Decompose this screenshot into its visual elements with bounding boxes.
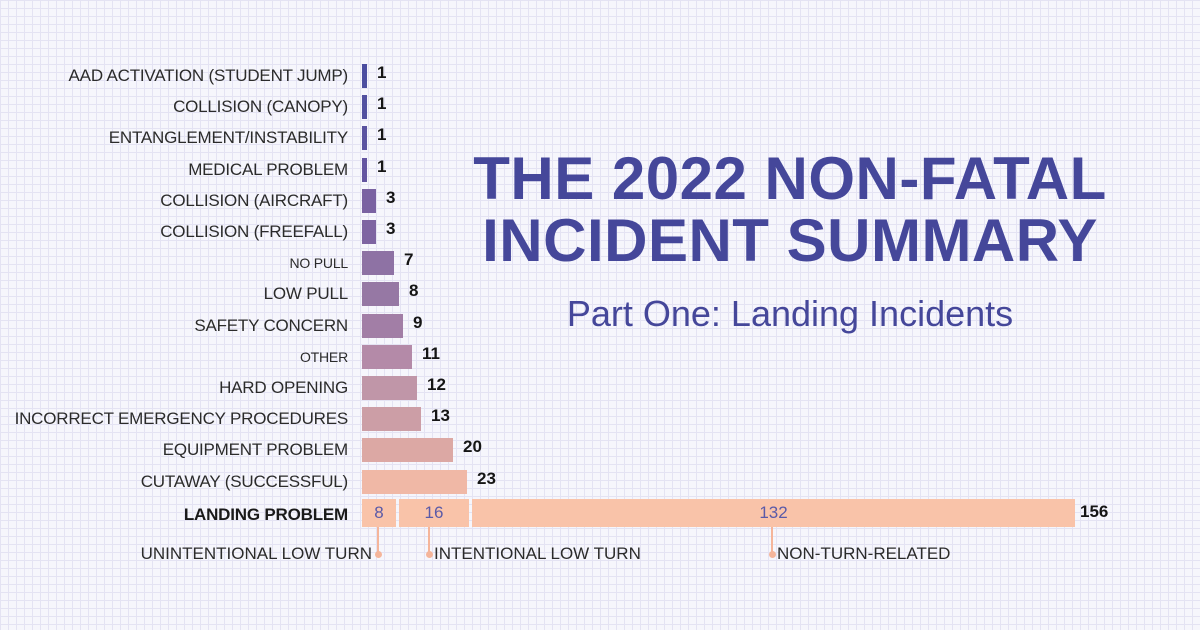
- landing-segment: 16: [399, 499, 469, 527]
- bar: [362, 189, 376, 213]
- category-label: COLLISION (CANOPY): [173, 97, 348, 116]
- bar: [362, 345, 412, 369]
- subtitle: Part One: Landing Incidents: [566, 293, 1014, 334]
- segment-label: UNINTENTIONAL LOW TURN: [140, 544, 372, 563]
- bar: [362, 95, 367, 119]
- bar-value: 1: [377, 125, 387, 144]
- landing-segment: 132: [472, 499, 1075, 527]
- bar: [362, 158, 367, 182]
- category-label: MEDICAL PROBLEM: [188, 160, 348, 179]
- bar: [362, 438, 453, 462]
- category-label: AAD ACTIVATION (STUDENT JUMP): [68, 66, 349, 85]
- bar-value: 12: [427, 375, 446, 394]
- segment-label: INTENTIONAL LOW TURN: [434, 544, 641, 563]
- bar-value: 1: [377, 157, 387, 176]
- category-label: HARD OPENING: [219, 378, 348, 397]
- category-label: LANDING PROBLEM: [183, 505, 348, 524]
- category-label: COLLISION (FREEFALL): [160, 222, 348, 241]
- bar-value: 1: [377, 94, 387, 113]
- bar: [362, 376, 417, 400]
- bar: [362, 470, 467, 494]
- bar: [362, 251, 394, 275]
- category-label: COLLISION (AIRCRAFT): [160, 191, 348, 210]
- bar-value: 3: [386, 219, 396, 238]
- category-label: ENTANGLEMENT/INSTABILITY: [108, 128, 348, 147]
- category-label: NO PULL: [289, 255, 348, 271]
- bar-value: 3: [386, 188, 396, 207]
- bar-value: 8: [409, 281, 419, 300]
- bar-value: 11: [422, 344, 440, 363]
- leader-dot-icon: [375, 551, 382, 558]
- leader-dot-icon: [769, 551, 776, 558]
- leader-line: [771, 527, 773, 554]
- landing-total-value: 156: [1080, 502, 1109, 521]
- bar-value: 20: [463, 437, 482, 456]
- landing-segment: 8: [362, 499, 396, 527]
- category-label: INCORRECT EMERGENCY PROCEDURES: [14, 409, 349, 428]
- bar: [362, 220, 376, 244]
- category-label: OTHER: [299, 349, 348, 365]
- bar: [362, 314, 403, 338]
- title-line-2: INCIDENT SUMMARY: [482, 207, 1098, 274]
- bar: [362, 407, 421, 431]
- leader-dot-icon: [426, 551, 433, 558]
- title-line-1: THE 2022 NON-FATAL: [473, 145, 1107, 212]
- bar: [362, 64, 367, 88]
- category-label: CUTAWAY (SUCCESSFUL): [140, 472, 348, 491]
- leader-line: [377, 527, 379, 554]
- bar-value: 9: [413, 313, 423, 332]
- segment-label: NON-TURN-RELATED: [777, 544, 951, 563]
- bar-value: 23: [477, 469, 496, 488]
- bar-value: 13: [431, 406, 450, 425]
- leader-line: [428, 527, 430, 554]
- bar-value: 1: [377, 63, 387, 82]
- bar: [362, 126, 367, 150]
- category-label: SAFETY CONCERN: [194, 316, 348, 335]
- category-label: LOW PULL: [263, 284, 349, 303]
- bar: [362, 282, 399, 306]
- category-label: EQUIPMENT PROBLEM: [162, 440, 348, 459]
- bar-value: 7: [404, 250, 414, 269]
